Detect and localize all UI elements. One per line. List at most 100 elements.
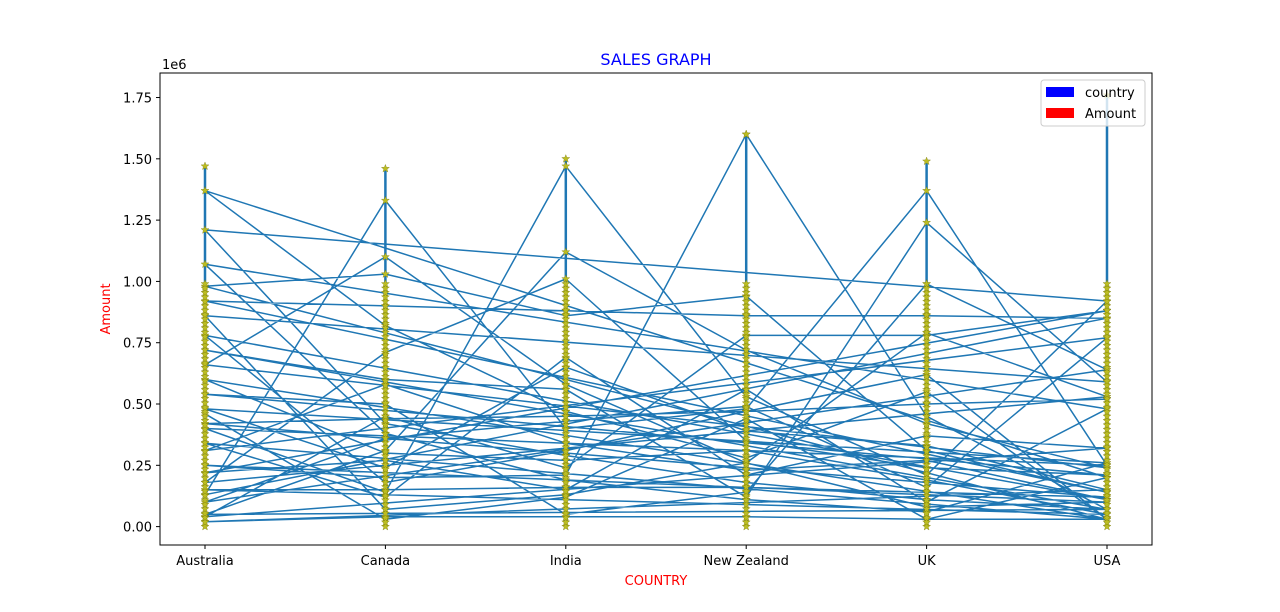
- data-point-marker: [1102, 336, 1112, 345]
- data-point-marker: [741, 469, 751, 478]
- data-point-marker: [200, 499, 210, 509]
- data-point-marker: [922, 345, 931, 354]
- data-point-marker: [922, 349, 931, 359]
- data-point-marker: [1102, 385, 1112, 394]
- data-point-marker: [1102, 513, 1112, 522]
- data-point-marker: [922, 341, 931, 350]
- data-point-marker: [381, 411, 390, 421]
- data-point-marker: [200, 469, 210, 478]
- data-point-marker: [561, 358, 571, 368]
- data-point-marker: [922, 407, 931, 416]
- data-point-marker: [200, 323, 210, 332]
- data-point-marker: [200, 451, 210, 460]
- data-point-marker: [1102, 279, 1112, 288]
- data-point-marker: [741, 451, 751, 460]
- data-point-marker: [561, 371, 571, 381]
- data-point-marker: [741, 477, 751, 487]
- data-point-marker: [741, 482, 751, 491]
- data-point-marker: [561, 508, 571, 518]
- data-point-marker: [561, 292, 571, 301]
- data-point-marker: [741, 345, 751, 354]
- data-point-marker: [741, 376, 751, 385]
- data-point-marker: [922, 473, 931, 482]
- x-tick-label: India: [550, 554, 582, 569]
- data-point-marker: [200, 442, 210, 451]
- data-point-marker: [741, 380, 751, 390]
- data-point-marker: [561, 433, 571, 443]
- data-point-marker: [922, 363, 931, 372]
- data-point-marker: [381, 438, 390, 447]
- data-point-marker: [381, 269, 390, 278]
- data-point-marker: [922, 318, 931, 328]
- data-point-marker: [200, 161, 210, 170]
- data-point-marker: [922, 451, 931, 460]
- data-point-marker: [741, 420, 751, 429]
- data-point-marker: [381, 345, 390, 354]
- data-point-marker: [741, 446, 751, 456]
- data-point-marker: [741, 129, 751, 139]
- data-point-marker: [741, 442, 751, 451]
- data-point-marker: [561, 154, 571, 163]
- data-point-marker: [381, 376, 390, 385]
- data-point-marker: [561, 464, 571, 473]
- data-point-marker: [922, 371, 931, 381]
- data-point-marker: [200, 310, 210, 319]
- data-point-marker: [1102, 464, 1112, 473]
- data-point-marker: [561, 407, 571, 416]
- data-point-marker: [741, 495, 751, 504]
- data-point-marker: [561, 460, 571, 469]
- data-point-marker: [381, 336, 390, 345]
- data-point-marker: [200, 336, 210, 345]
- data-point-marker: [381, 279, 390, 288]
- data-point-marker: [1102, 517, 1112, 526]
- data-point-marker: [561, 314, 571, 323]
- data-point-marker: [381, 252, 390, 261]
- data-point-marker: [741, 491, 751, 500]
- data-point-marker: [922, 305, 931, 315]
- data-point-marker: [200, 398, 210, 407]
- data-point-marker: [1102, 424, 1112, 434]
- data-point-marker: [741, 341, 751, 350]
- data-point-marker: [741, 279, 751, 288]
- data-point-marker: [741, 464, 751, 473]
- data-point-marker: [381, 460, 390, 469]
- y-axis: 0.00 0.25 0.50 0.75 1.00 1.25 1.50 1.75: [123, 92, 160, 536]
- data-point-marker: [922, 429, 931, 438]
- data-point-marker: [741, 393, 751, 403]
- data-point-marker: [1102, 380, 1112, 390]
- data-point-marker: [1102, 495, 1112, 504]
- data-point-marker: [741, 455, 751, 465]
- data-point-marker: [741, 336, 751, 345]
- y-tick-label: 1.50: [123, 153, 152, 168]
- data-point-marker: [922, 156, 931, 166]
- data-point-marker: [922, 279, 931, 288]
- data-point-marker: [200, 407, 210, 416]
- data-point-marker: [1102, 310, 1112, 319]
- data-point-marker: [561, 279, 571, 288]
- data-point-marker: [381, 486, 390, 496]
- y-tick-label: 0.00: [123, 521, 152, 536]
- x-tick-label: Canada: [361, 554, 410, 569]
- data-point-marker: [922, 296, 931, 306]
- data-point-marker: [381, 380, 390, 390]
- data-point-marker: [561, 517, 571, 526]
- data-point-marker: [561, 438, 571, 447]
- data-point-marker: [381, 407, 390, 416]
- data-point-marker: [381, 477, 390, 487]
- data-point-marker: [200, 429, 210, 438]
- data-point-marker: [200, 504, 210, 513]
- data-point-marker: [922, 420, 931, 429]
- x-axis: Australia Canada India New Zealand UK USA: [176, 545, 1121, 569]
- data-point-marker: [1102, 389, 1112, 398]
- data-point-marker: [1102, 499, 1112, 509]
- data-point-marker: [922, 301, 931, 310]
- data-point-marker: [561, 288, 571, 297]
- legend-label-country: country: [1085, 86, 1135, 101]
- data-point-marker: [741, 292, 751, 301]
- data-point-marker: [1102, 301, 1112, 310]
- data-point-marker: [381, 504, 390, 513]
- data-point-marker: [741, 332, 751, 341]
- data-point-marker: [200, 301, 210, 310]
- data-point-marker: [922, 513, 931, 522]
